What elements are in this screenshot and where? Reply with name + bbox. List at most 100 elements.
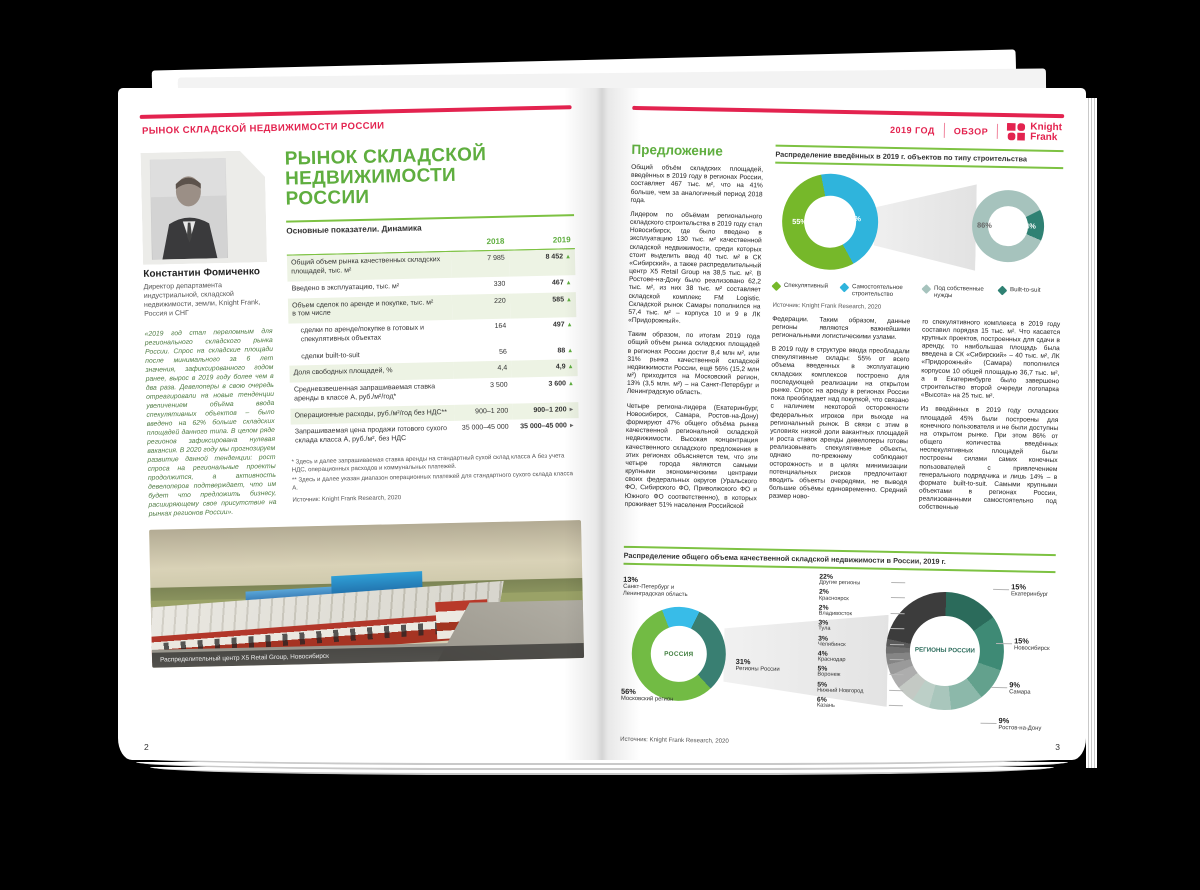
region-label: 3% Челябинск [818, 635, 888, 649]
label-name: Казань [816, 702, 835, 710]
legend-diamond-icon [921, 284, 932, 295]
trend-up-icon: ▲ [565, 296, 573, 303]
row-label: Запрашиваемая цена продажи готового сухо… [294, 425, 448, 445]
row-2019: 4,9 ▲ [511, 359, 578, 378]
row-2019: 3 600 ▲ [511, 376, 578, 403]
label-name: Самара [1009, 689, 1031, 696]
label-name: Владивосток [818, 610, 853, 618]
slice-label: 45% [846, 214, 862, 224]
main-column: РЫНОК СКЛАДСКОЙ НЕДВИЖИМОСТИ РОССИИ Осно… [284, 143, 580, 516]
paragraph: Общий объём складских площадей, введённы… [630, 163, 764, 204]
legend-diamond-icon [997, 285, 1008, 296]
row-2019: 497 ▲ [510, 317, 577, 344]
author-column: Константин Фомиченко Директор департамен… [141, 150, 277, 520]
page-stack-edge [136, 762, 1068, 770]
portrait-block [141, 150, 268, 265]
row-2019-value: 88 [557, 346, 566, 355]
table-row: Запрашиваемая цена продажи готового сухо… [291, 418, 580, 450]
row-2018: 35 000–45 000 [461, 423, 509, 432]
kpi-header-2019: 2019 [508, 232, 575, 251]
region-label: 2% Красноярск [819, 589, 889, 603]
construction-type-chart: Распределение введённых в 2019 г. объект… [771, 144, 1064, 314]
label-name: Красноярск [818, 595, 849, 602]
row-2019: 8 452 ▲ [508, 248, 576, 277]
left-page-columns: Константин Фомиченко Директор департамен… [141, 143, 581, 519]
legend-diamond-icon [771, 281, 782, 292]
row-2019: 585 ▲ [509, 291, 577, 319]
label-spb: 13% Санкт-Петербург и Ленинградская обла… [622, 575, 707, 599]
header-divider [943, 122, 946, 138]
kpi-table-body: Общий объем рынка качественных складских… [286, 248, 580, 450]
right-sub-area: Распределение введённых в 2019 г. объект… [768, 144, 1064, 546]
text-column-2: Федерации. Таким образом, данные регионы… [768, 315, 911, 532]
row-2018: 56 [499, 348, 507, 356]
legend-label: Built-to-suit [1009, 286, 1041, 294]
right-page: 2019 ГОД ОБЗОР Knight Frank [602, 88, 1086, 760]
trend-up-icon: ▲ [567, 381, 574, 388]
slice-label: 55% [792, 216, 808, 227]
page-stack-edge-right [1086, 98, 1097, 768]
chart-legend: Спекулятивный Самостоятельное строительс… [771, 281, 1061, 302]
region-label: 22% Другие регионы [819, 574, 889, 588]
region-label: 3% Тула [818, 620, 888, 634]
row-2018: 164 [494, 322, 507, 330]
author-role: Директор департамента индустриальной, ск… [143, 282, 261, 319]
row-2019: 467 ▲ [509, 275, 576, 293]
donut-connector [873, 181, 977, 273]
row-2019-value: 3 600 [548, 380, 567, 388]
magazine-spread: РЫНОК СКЛАДСКОЙ НЕДВИЖИМОСТИ РОССИИ [118, 49, 1097, 775]
label-name: Новосибирск [1013, 645, 1050, 653]
table-footnotes: * Здесь и далее запрашиваемая ставка аре… [291, 452, 580, 493]
left-page: РЫНОК СКЛАДСКОЙ НЕДВИЖИМОСТИ РОССИИ [118, 88, 602, 760]
row-label: Объем сделок по аренде и покупке, тыс. м… [287, 294, 453, 324]
section-title: Предложение [631, 141, 723, 159]
paragraph: Четыре региона-лидера (Екатеринбург, Нов… [624, 402, 759, 510]
row-2018: 3 500 [490, 381, 508, 390]
donut-hole-label: РОССИЯ [650, 625, 708, 683]
region-label-right: 9% Самара [1009, 680, 1071, 697]
person-silhouette-icon [150, 158, 228, 260]
text-columns-2-3: Федерации. Таким образом, данные регионы… [768, 315, 1060, 534]
logo-line: Frank [1030, 131, 1058, 143]
kpi-header-2018: 2018 [450, 233, 509, 252]
legend-item: Спекулятивный [771, 281, 828, 292]
donut-canvas: РОССИЯ РЕГИОНЫ РОССИИ 13% Санкт-Петербур… [620, 570, 1055, 742]
page-number-left: 2 [144, 742, 149, 752]
region-label-list: 22% Другие регионы 2% Красноярск 2% Владиво… [817, 574, 890, 714]
row-2019-value: 585 [552, 295, 565, 304]
label-name: Челябинск [817, 641, 846, 648]
label-regions: 31% Регионы России [735, 657, 783, 674]
paragraph: Лидером по объёмам регионального складск… [628, 210, 763, 325]
paragraph: В 2019 году в структуре ввода преобладал… [768, 345, 910, 501]
label-name: Санкт-Петербург и Ленинградская область [622, 583, 688, 598]
legend-item: Под собственные нужды [921, 284, 986, 301]
row-2018: 330 [493, 280, 506, 288]
text-column-3: го спекулятивного комплекса в 2019 году … [918, 318, 1061, 535]
legend-diamond-icon [839, 282, 850, 293]
open-spread: РЫНОК СКЛАДСКОЙ НЕДВИЖИМОСТИ РОССИИ [118, 88, 1086, 760]
author-name: Константин Фомиченко [143, 266, 261, 280]
stock-distribution-chart: Распределение общего объема качественной… [620, 545, 1056, 751]
row-2019-value: 900–1 200 [533, 405, 567, 414]
row-2019: 88 ▲ [511, 343, 578, 361]
warehouse-photo: Распределительный центр X5 Retail Group,… [149, 519, 585, 668]
row-2018: 900–1 200 [454, 403, 513, 422]
trend-flat-icon: ► [568, 406, 575, 413]
trend-up-icon: ▲ [564, 254, 572, 261]
knight-frank-mark-icon [1007, 123, 1026, 141]
trend-up-icon: ▲ [566, 322, 573, 329]
row-2019-value: 4,9 [555, 363, 566, 371]
donut-regions: РЕГИОНЫ РОССИИ [884, 590, 1006, 712]
row-label: Общий объем рынка качественных складских… [286, 251, 452, 282]
legend-label: Под собственные нужды [933, 284, 984, 300]
knight-frank-wordmark: Knight Frank [1030, 122, 1062, 143]
label-name: Воронеж [817, 671, 841, 679]
label-name: Московский регион [620, 695, 674, 703]
slice-label: 14% [1021, 221, 1036, 231]
page-title: РЫНОК СКЛАДСКОЙ НЕДВИЖИМОСТИ РОССИИ [284, 143, 573, 209]
row-2018: 4,4 [453, 360, 512, 379]
author-quote: «2019 год стал переломным для региональн… [144, 328, 277, 518]
row-label: Средневзвешенная запрашиваемая ставка ар… [293, 383, 436, 403]
trend-flat-icon: ► [568, 423, 575, 430]
